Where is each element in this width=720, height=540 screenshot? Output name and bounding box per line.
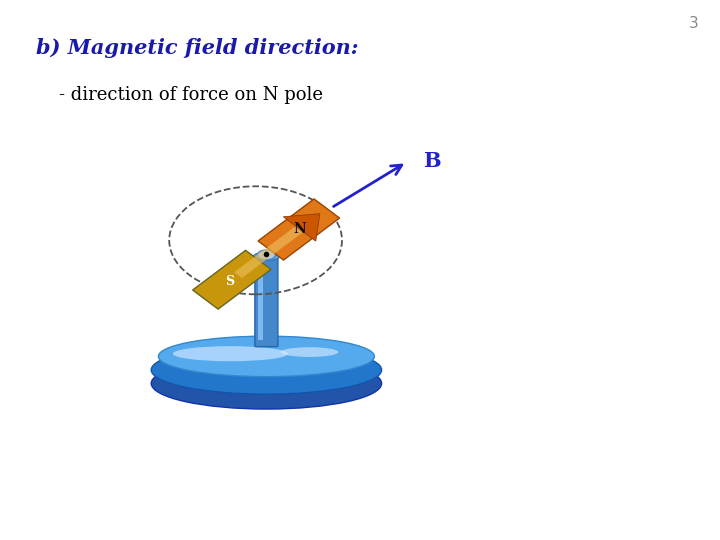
Polygon shape [258, 199, 340, 260]
Ellipse shape [281, 347, 338, 357]
Text: b) Magnetic field direction:: b) Magnetic field direction: [36, 38, 359, 58]
Polygon shape [283, 214, 320, 241]
Polygon shape [193, 251, 271, 309]
Ellipse shape [173, 346, 288, 361]
Text: S: S [225, 275, 234, 288]
Text: B: B [423, 151, 440, 171]
Text: N: N [293, 222, 306, 236]
Ellipse shape [158, 336, 374, 377]
Ellipse shape [253, 252, 279, 261]
Text: 3: 3 [688, 16, 698, 31]
Bar [258, 265, 263, 340]
Polygon shape [234, 219, 313, 278]
Ellipse shape [151, 357, 382, 409]
Text: - direction of force on N pole: - direction of force on N pole [36, 86, 323, 104]
FancyBboxPatch shape [255, 258, 278, 347]
Ellipse shape [258, 250, 275, 260]
Ellipse shape [151, 346, 382, 394]
